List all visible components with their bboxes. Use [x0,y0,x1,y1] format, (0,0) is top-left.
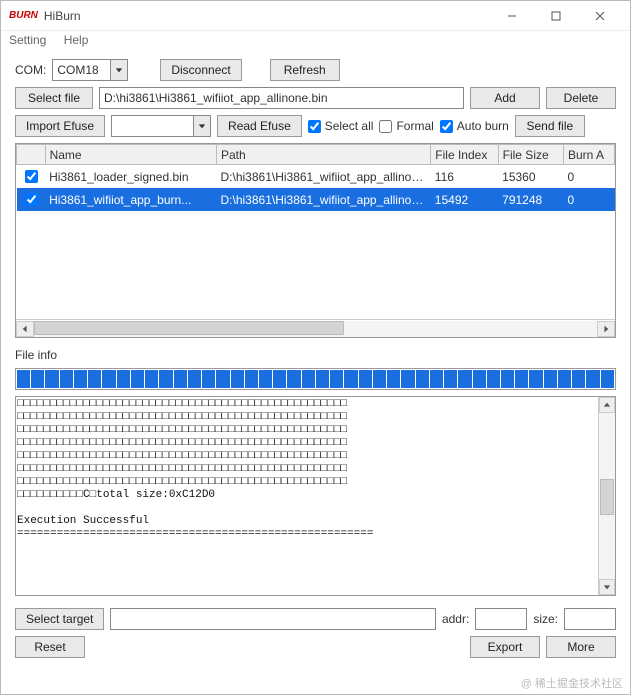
table-row [17,211,615,229]
file-table: NamePathFile IndexFile SizeBurn AHi3861_… [15,143,616,338]
select-all-checkbox[interactable]: Select all [308,119,374,133]
file-info-label: File info [15,348,616,362]
file-path-input[interactable]: D:\hi3861\Hi3861_wifiiot_app_allinone.bi… [99,87,464,109]
minimize-button[interactable] [490,2,534,30]
row-checkbox[interactable] [25,170,38,183]
select-file-button[interactable]: Select file [15,87,93,109]
maximize-button[interactable] [534,2,578,30]
app-logo: BURN [9,10,38,21]
refresh-button[interactable]: Refresh [270,59,340,81]
progress-bar [15,368,616,390]
table-row[interactable]: Hi3861_wifiiot_app_burn...D:\hi3861\Hi38… [17,188,615,211]
scroll-right-icon[interactable] [597,321,615,337]
table-header: NamePathFile IndexFile SizeBurn A [17,145,615,165]
scroll-up-icon[interactable] [599,397,615,413]
auto-burn-checkbox[interactable]: Auto burn [440,119,509,133]
scroll-left-icon[interactable] [16,321,34,337]
com-label: COM: [15,63,46,77]
chevron-down-icon[interactable] [193,115,211,137]
addr-input[interactable] [475,608,527,630]
scroll-down-icon[interactable] [599,579,615,595]
table-row [17,229,615,247]
window-title: HiBurn [44,9,490,23]
reset-button[interactable]: Reset [15,636,85,658]
table-row[interactable]: Hi3861_loader_signed.binD:\hi3861\Hi3861… [17,165,615,189]
efuse-combo-value [111,115,193,137]
more-button[interactable]: More [546,636,616,658]
delete-button[interactable]: Delete [546,87,616,109]
send-file-button[interactable]: Send file [515,115,585,137]
menu-setting[interactable]: Setting [9,33,46,47]
import-efuse-button[interactable]: Import Efuse [15,115,105,137]
formal-checkbox[interactable]: Formal [379,119,433,133]
table-row [17,265,615,283]
vscrollbar[interactable] [598,397,615,595]
table-row [17,301,615,319]
efuse-combo[interactable] [111,115,211,137]
read-efuse-button[interactable]: Read Efuse [217,115,302,137]
table-row [17,283,615,301]
menu-help[interactable]: Help [64,33,89,47]
export-button[interactable]: Export [470,636,540,658]
chevron-down-icon[interactable] [110,59,128,81]
size-input[interactable] [564,608,616,630]
titlebar: BURN HiBurn [1,1,630,31]
disconnect-button[interactable]: Disconnect [160,59,241,81]
com-value: COM18 [52,59,110,81]
add-button[interactable]: Add [470,87,540,109]
app-window: BURN HiBurn Setting Help COM: COM18 Disc… [0,0,631,695]
size-label: size: [533,612,558,626]
hscrollbar[interactable] [16,319,615,337]
select-target-button[interactable]: Select target [15,608,104,630]
table-row [17,247,615,265]
close-button[interactable] [578,2,622,30]
menubar: Setting Help [1,31,630,49]
addr-label: addr: [442,612,469,626]
watermark: @ 稀土掘金技术社区 [521,675,623,691]
log-output: □□□□□□□□□□□□□□□□□□□□□□□□□□□□□□□□□□□□□□□□… [15,396,616,596]
row-checkbox[interactable] [25,193,38,206]
com-combo[interactable]: COM18 [52,59,128,81]
target-input[interactable] [110,608,436,630]
